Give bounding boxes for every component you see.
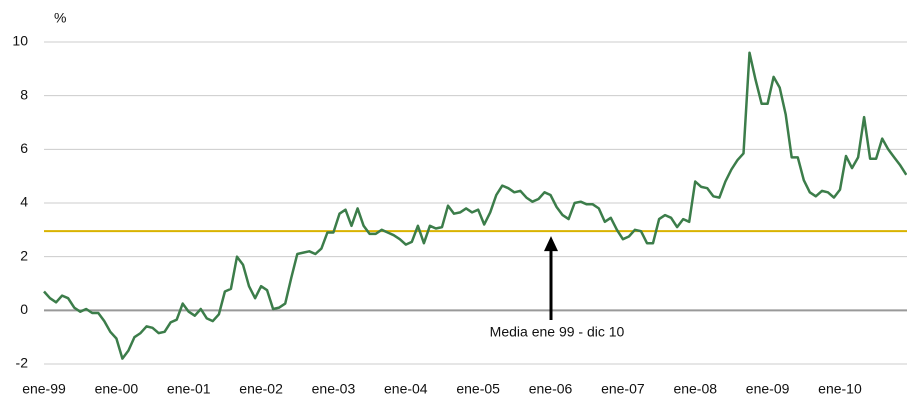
x-tick-label: ene-07 <box>601 381 645 397</box>
x-tick-label: ene-99 <box>22 381 66 397</box>
series-line <box>43 51 907 360</box>
x-tick-label: ene-08 <box>673 381 717 397</box>
x-tick-label: ene-04 <box>384 381 428 397</box>
y-tick-label: -2 <box>16 355 29 371</box>
x-tick-label: ene-05 <box>456 381 500 397</box>
y-tick-label: 0 <box>20 301 28 317</box>
x-tick-label: ene-00 <box>95 381 139 397</box>
y-tick-label: 6 <box>20 140 28 156</box>
y-tick-label: 8 <box>20 86 28 102</box>
y-tick-label: 4 <box>20 194 28 210</box>
y-tick-label: 2 <box>20 247 28 263</box>
mean-label: Media ene 99 - dic 10 <box>490 324 625 340</box>
y-tick-label: 10 <box>12 33 28 49</box>
x-tick-label: ene-06 <box>529 381 573 397</box>
x-tick-label: ene-02 <box>239 381 283 397</box>
arrow-head <box>544 236 558 252</box>
x-tick-label: ene-01 <box>167 381 211 397</box>
x-tick-label: ene-03 <box>312 381 356 397</box>
y-unit-label: % <box>54 10 66 26</box>
x-tick-label: ene-10 <box>818 381 862 397</box>
x-tick-label: ene-09 <box>746 381 790 397</box>
